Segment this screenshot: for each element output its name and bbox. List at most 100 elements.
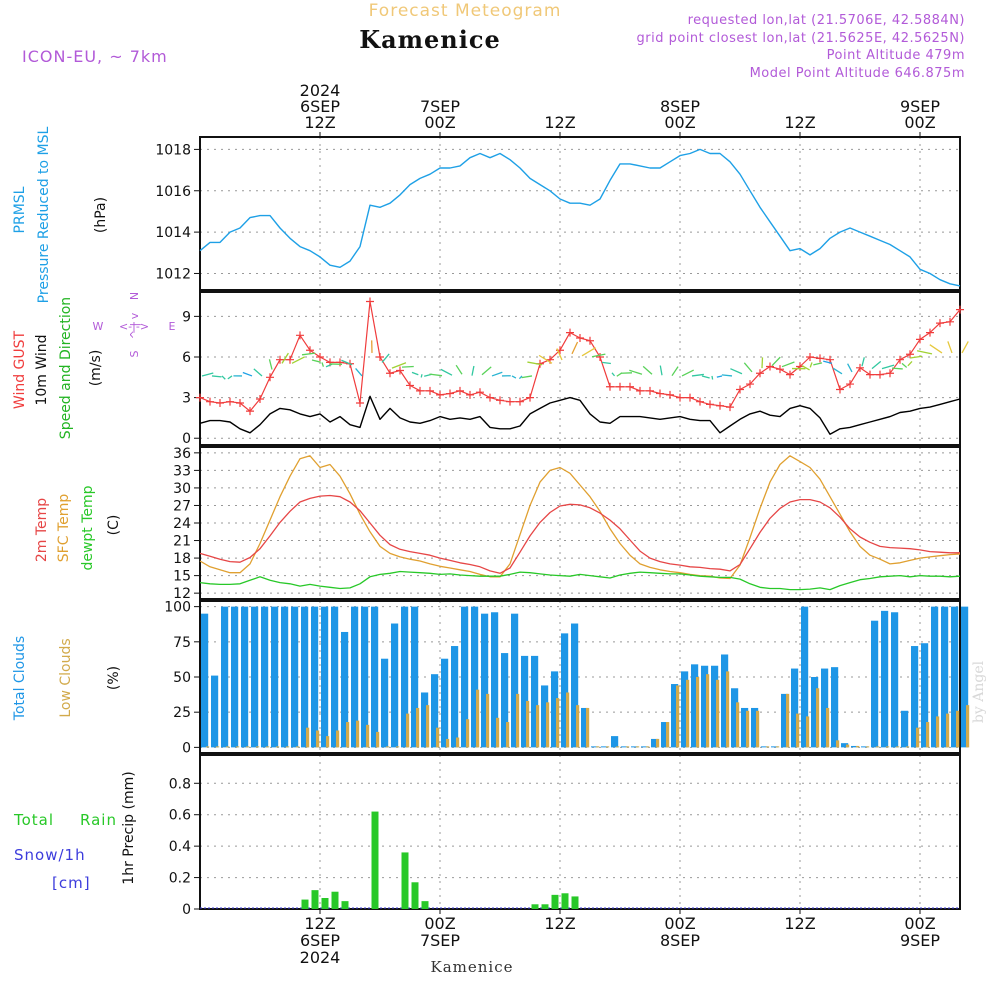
low-cloud-bar [216,746,220,748]
wind-direction-arrow [781,361,795,368]
top-axis-label: 12Z [304,113,335,132]
temp-label: 2m Temp [34,498,50,562]
y-tick-label: 1016 [155,184,191,200]
sfc-temp-label: SFC Temp [56,494,72,563]
gust-marker [656,389,664,398]
total-cloud-bar [951,606,959,748]
total-cloud-bar [411,606,419,748]
low-clouds-label: Low Clouds [58,638,74,717]
top-axis-label: 9SEP [900,97,940,116]
wind-direction-arrow [440,368,453,376]
low-cloud-bar [376,731,380,748]
total-cloud-bar [771,746,779,748]
low-cloud-bar [836,740,840,748]
wind-direction-arrow [611,372,616,377]
gust-marker [906,350,914,359]
total-cloud-bar [201,613,209,748]
wind-direction-arrow [910,355,923,359]
total-cloud-bar [281,606,289,748]
wind-direction-arrow [601,361,611,365]
low-cloud-bar [576,705,580,748]
gust-marker [756,369,764,378]
precip-panel: 0 0.2 0.4 0.6 0.8 Total Rain Snow/1h [cm] 1h… [13,754,961,918]
location-title: Kamenice [359,25,501,54]
gust-marker [646,386,654,395]
y-tick-label: 30 [173,481,191,497]
gust-marker [686,393,694,402]
clouds-series [201,606,970,748]
gust-marker [726,403,734,412]
low-cloud-bar [306,727,310,748]
wind-direction-arrow [429,373,443,377]
wind-gust-line [199,300,961,412]
wind-direction-arrow [521,375,533,379]
bottom-axis-label: 7SEP [420,931,460,950]
gust-marker [306,346,314,355]
wind-direction-arrow [642,365,653,375]
wind-direction-arrow [253,368,263,377]
bottom-axis-label: 12Z [544,914,575,933]
top-axis-label: 00Z [664,113,695,132]
wind-direction-arrow [691,373,704,377]
clouds-unit: (%) [106,666,122,690]
y-tick-label: 1012 [155,266,191,282]
low-cloud-bar [406,713,410,748]
gust-marker [716,401,724,410]
low-cloud-bar [496,717,500,748]
direction-label: Speed and Direction [58,297,74,439]
total-cloud-bar [351,606,359,748]
total-cloud-bar [371,606,379,748]
low-cloud-bar [686,679,690,748]
wind-direction-arrow [325,363,333,368]
top-axis-label: 8SEP [660,97,700,116]
y-tick-label: 75 [173,635,191,651]
low-cloud-bar [386,746,390,748]
total-cloud-bar [641,746,649,748]
top-axis-label: 7SEP [420,97,460,116]
wind-direction-arrow [801,365,810,371]
low-cloud-bar [856,745,860,748]
total-cloud-bar [581,707,589,748]
low-cloud-bar [396,746,400,748]
gust-marker [786,370,794,379]
total-cloud-bar [751,707,759,748]
wind-direction-arrow [671,366,679,377]
low-cloud-bar [426,705,430,748]
wind-direction-arrow [291,356,306,364]
wind-direction-arrow [581,347,596,357]
gust-marker [896,355,904,364]
low-cloud-bar [796,713,800,748]
y-tick-label: 36 [173,446,191,462]
total-cloud-bar [361,606,369,748]
rain-bar [301,899,309,909]
compass-n: N [128,292,141,300]
low-cloud-bar [506,722,510,748]
rain-bar [551,894,559,909]
low-cloud-bar [346,722,350,748]
low-cloud-bar [466,719,470,748]
low-cloud-bar [636,746,640,748]
wind-direction-arrow [813,362,823,366]
wind-direction-arrow [721,374,733,377]
total-cloud-bar [341,631,349,748]
rain-bar [401,852,409,909]
total-cloud-bar [291,606,299,748]
dewpt-line [199,570,961,591]
rain-bar [371,811,379,909]
wind-direction-arrow [743,362,753,373]
top-axis-label: 2024 [300,81,341,100]
total-cloud-bar [221,606,229,748]
total-cloud-bar [851,745,859,748]
bottom-axis-label: 00Z [424,914,455,933]
wind-direction-arrow [491,371,503,377]
wind-direction-arrow [591,353,606,358]
gust-marker [626,382,634,391]
wind-direction-arrow [211,375,222,378]
wind-direction-arrow [471,365,475,376]
y-tick-label: 0.8 [169,776,191,792]
gust-marker [366,297,374,306]
total-cloud-bar [401,606,409,748]
total-cloud-bar [571,623,579,748]
wind-direction-arrow [730,368,743,375]
